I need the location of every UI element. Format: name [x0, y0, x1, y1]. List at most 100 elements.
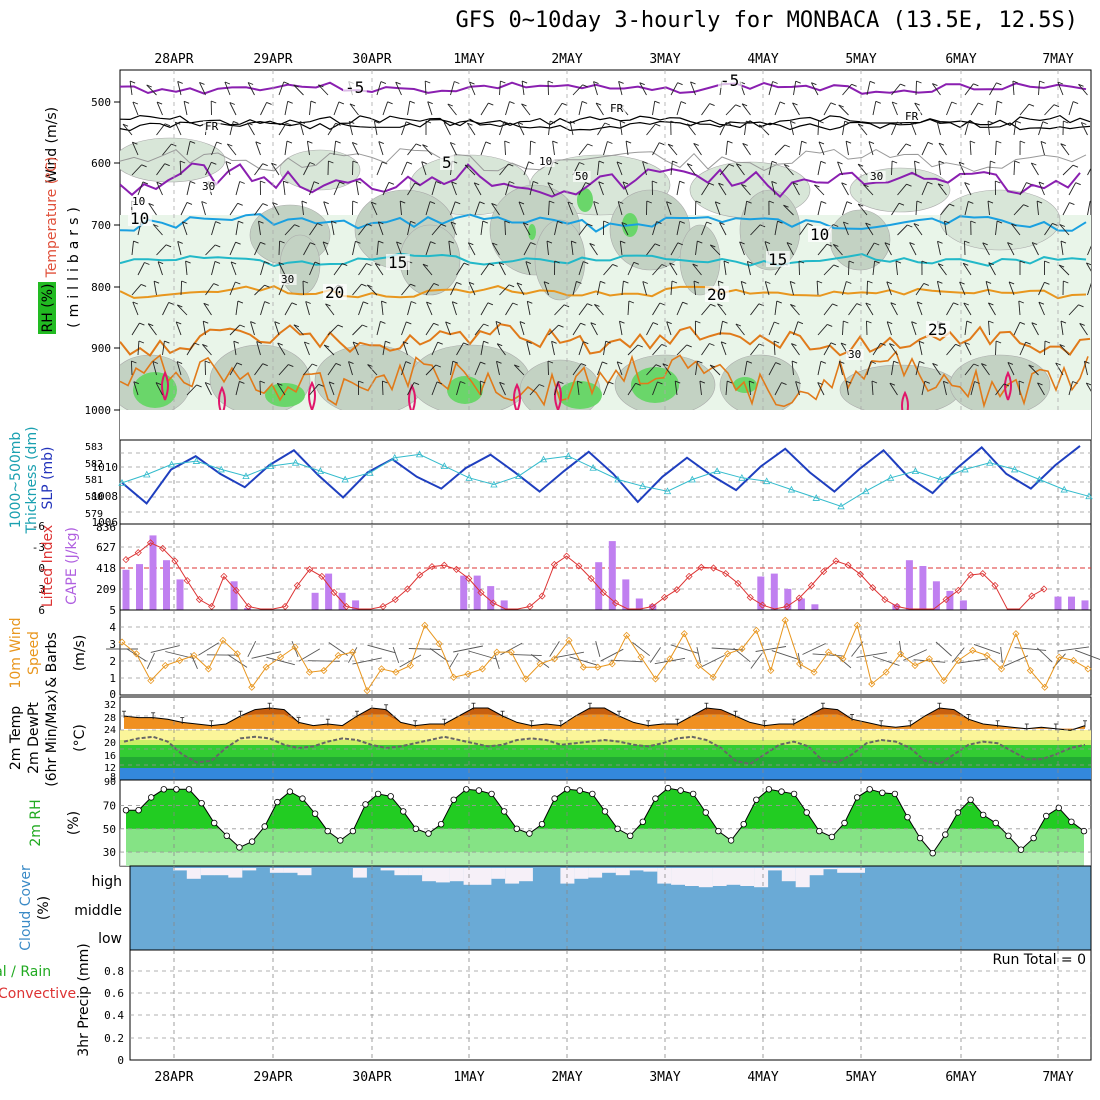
cloud-bar [740, 868, 755, 886]
wind-barb [911, 321, 917, 336]
wind-barb-flag [264, 261, 270, 265]
wind-barb-flag [503, 121, 510, 125]
wind-barb-flag [695, 320, 701, 324]
lifted-index-line [125, 542, 1045, 610]
wind-barb [817, 243, 828, 256]
wind-barb [175, 321, 182, 336]
wind-barb [989, 82, 997, 96]
wind-barb-flag [661, 264, 667, 267]
cloud-bar [754, 868, 769, 888]
wind-barb [547, 182, 555, 196]
wind-barb [548, 200, 550, 216]
wind-barb-flag [600, 280, 606, 284]
rh-marker [274, 798, 281, 806]
wind-barb-flag [185, 260, 191, 264]
surface-barb [951, 647, 965, 663]
wind-barb [946, 101, 953, 116]
wind-barb [235, 181, 241, 196]
wind-barb-flag [227, 143, 233, 147]
wind-barb-flag [238, 220, 244, 224]
wind-marker [421, 621, 429, 629]
wind-barb [425, 241, 431, 256]
surface-barb [247, 640, 257, 658]
wind-barb-flag [138, 340, 145, 344]
wind-barb-flag [211, 161, 217, 165]
wind-barb-flag [468, 281, 475, 285]
wind-barb [381, 301, 384, 316]
wind-barb-flag [133, 381, 139, 385]
wind-barb [358, 301, 364, 316]
wind-barb [832, 244, 843, 256]
cloud-level-low: low [98, 931, 122, 947]
wind-barb-flag [728, 163, 735, 167]
cloud-bar [671, 868, 686, 885]
wind-barb-flag [1018, 380, 1025, 384]
wind-barb-flag [452, 360, 458, 364]
wind-barb [426, 301, 433, 316]
thickness-marker [936, 475, 944, 483]
wind-barb-flag [190, 180, 196, 184]
thickness-marker [167, 460, 176, 468]
wind-barb [962, 263, 972, 276]
wind-barb-flag [329, 381, 335, 385]
surface-barb [227, 654, 248, 668]
rh-marker [475, 787, 483, 794]
rh-blob [120, 137, 226, 183]
wind-barb-flag [598, 181, 604, 185]
rh-marker [198, 800, 205, 807]
rh-marker [891, 790, 899, 798]
wind-barb-flag [1079, 322, 1085, 326]
wind-barb-flag [865, 302, 871, 306]
wind-barb-flag [905, 143, 912, 147]
wind-barb-flag [205, 382, 211, 385]
wind-barb [474, 323, 484, 336]
li-marker [746, 593, 754, 601]
rh-marker [740, 821, 747, 828]
wind-barb [676, 221, 681, 236]
wind-barb [427, 101, 433, 116]
wind-barb-flag [413, 382, 420, 386]
wind-barb-flag [1096, 221, 1100, 223]
wind-barb [595, 102, 604, 116]
wind-barb-flag [283, 180, 289, 184]
rh-marker [778, 788, 785, 795]
wind-barb-flag [914, 160, 920, 164]
wind-barb-flag [988, 262, 994, 266]
ylabel-rh: RH (%) [40, 284, 56, 333]
wind-barb-flag [891, 160, 898, 164]
wind-barb [230, 261, 237, 276]
wind-barb-flag [259, 380, 266, 384]
wind-barb [857, 123, 868, 136]
wind-barb [744, 361, 748, 376]
li-marker [159, 544, 167, 552]
wind-marker [911, 661, 919, 670]
wind-barb [225, 161, 231, 176]
wind-barb-flag [784, 144, 790, 148]
wind-barb [333, 141, 337, 156]
wind-barb-flag [247, 122, 253, 126]
surface-barb [266, 656, 295, 666]
wind-barb-flag [561, 102, 568, 106]
wind-barb-flag [997, 100, 1003, 104]
wind-barb [946, 302, 954, 316]
wind-barb [1044, 223, 1053, 236]
contour-label: 20 [325, 283, 344, 302]
wind-barb [795, 381, 800, 396]
wind-barb-flag [686, 123, 693, 127]
wind-barb [709, 244, 721, 256]
surface-barb [856, 652, 888, 658]
wind-barb [186, 141, 191, 156]
rh-marker [147, 794, 155, 801]
wind-barb [293, 84, 304, 96]
precip-axis: 0.80.60.40.20 [104, 965, 124, 1067]
wind-barb [306, 141, 310, 156]
wind-barb-flag [1019, 321, 1026, 325]
wind-barb [523, 161, 530, 176]
wind-barb [774, 144, 786, 156]
wind-barb [891, 121, 898, 136]
wind-barb-flag [858, 123, 864, 127]
wind-barb-flag [496, 360, 502, 364]
rh-marker [601, 808, 609, 815]
wind-marker [450, 673, 458, 681]
wind-barb [451, 301, 457, 316]
